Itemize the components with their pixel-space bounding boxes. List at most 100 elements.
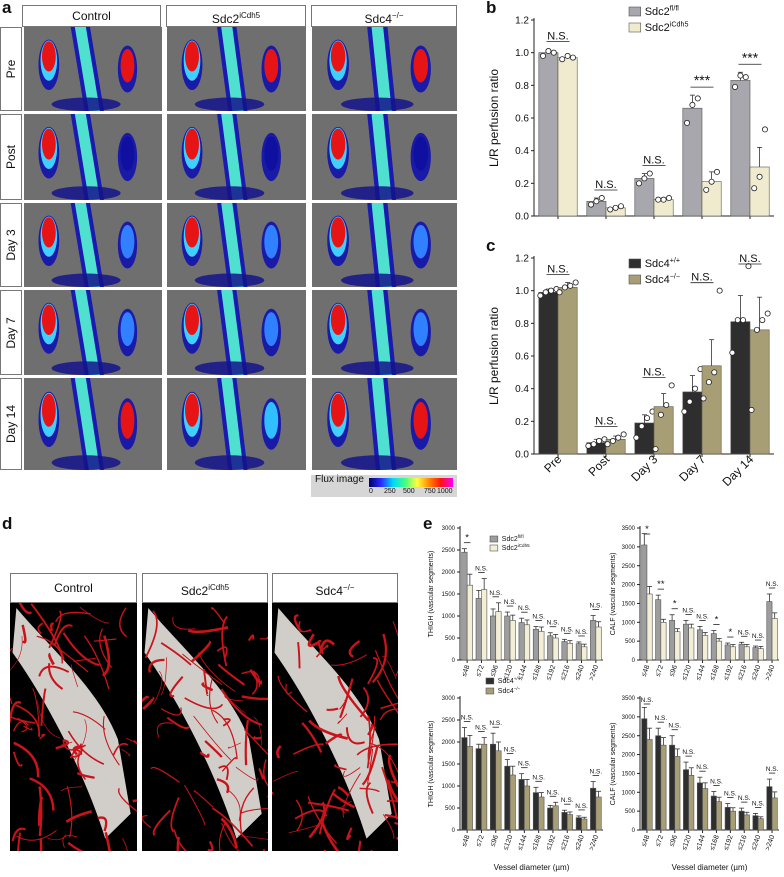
significance-label: N.S. [575, 629, 588, 636]
vessel-branch [79, 606, 109, 624]
bar [738, 643, 745, 661]
vessel-branch [11, 827, 26, 842]
flux-colorbar [369, 478, 453, 487]
legend-label: Sdc2iCdh5 [645, 21, 689, 34]
x-tick-label: >240 [588, 664, 600, 681]
legend-label: Sdc4−/− [498, 686, 521, 695]
bar [575, 643, 582, 661]
legend-label: Sdc4−/− [645, 273, 680, 286]
legend-swatch [489, 544, 499, 552]
vessel-branch [72, 711, 106, 730]
x-tick-label: ≤144 [695, 664, 707, 681]
significance-label: N.S. [595, 179, 616, 191]
bar [646, 593, 653, 661]
vessel-branch [190, 640, 212, 663]
x-tick-label: ≤48 [641, 834, 652, 847]
bar [730, 80, 751, 217]
panel-label-e: e [423, 514, 433, 533]
significance-label: ** [657, 579, 665, 590]
vessel-branch [224, 694, 246, 713]
vessel-branch [374, 650, 398, 700]
data-point [564, 52, 571, 59]
vessel-branch [10, 701, 22, 723]
bar [566, 814, 573, 831]
y-tick-label: 1500 [442, 592, 456, 598]
vessel-branch [346, 827, 353, 841]
vessel-branch [12, 751, 23, 767]
data-point [590, 441, 597, 448]
left-foot-hot [185, 128, 199, 160]
vessel-branch [263, 848, 266, 851]
tail-fill [371, 290, 392, 375]
vessel-branch [67, 730, 105, 765]
x-tick-label: ≤144 [695, 834, 707, 851]
bar [660, 621, 667, 661]
data-point [660, 196, 667, 203]
vessel-branch [241, 671, 261, 688]
left-foot-hot [185, 393, 199, 427]
bar [683, 623, 689, 661]
vessel-branch [216, 646, 228, 658]
significance-label: N.S. [532, 614, 545, 621]
vessel-branch [370, 849, 373, 851]
vessel-branch [132, 739, 137, 745]
vessel-branch [259, 636, 268, 640]
vessel-branch [70, 749, 83, 759]
vessel-branch [392, 621, 398, 677]
vessel-branch [142, 815, 152, 829]
data-point [641, 175, 648, 182]
significance-label: N.S. [489, 720, 502, 727]
legend-swatch [628, 258, 641, 269]
y-tick-label: 1500 [622, 602, 636, 608]
vessel-branch [62, 835, 78, 848]
vessel-branch [276, 745, 282, 759]
d-header-control: Control [10, 573, 137, 603]
legend-label-sup: +/+ [670, 257, 680, 265]
data-point [569, 54, 576, 61]
bar [595, 626, 602, 661]
bar [696, 782, 703, 831]
bar [716, 640, 723, 661]
legend-label-sup: fl/fl [670, 5, 680, 13]
data-point [705, 379, 712, 386]
vessel-branch [193, 715, 232, 761]
perfusion-image-cell [24, 114, 162, 200]
y-tick-label: 1000 [622, 790, 636, 796]
left-foot-hot [41, 393, 56, 427]
vessel-branch [342, 767, 361, 777]
vessel-branch [337, 675, 370, 722]
vessel-branch [366, 715, 371, 769]
significance-label: N.S. [547, 789, 560, 796]
vessel-branch [70, 664, 79, 687]
legend-label-sup: −/− [514, 686, 521, 691]
tail-fill [371, 203, 392, 287]
significance-label: * [673, 599, 677, 610]
bar [724, 644, 731, 661]
vessel-branch [166, 716, 190, 730]
legend-label-sup: fl/fl [518, 534, 524, 539]
bone-shape [144, 607, 262, 839]
bar [509, 620, 516, 661]
vessel-branch [218, 765, 229, 781]
vessel-branch [307, 801, 350, 812]
y-tick-label: 0.2 [515, 417, 529, 428]
vessel-branch [382, 814, 395, 839]
vessel-branch [361, 745, 379, 786]
y-tick-label: 0.8 [515, 81, 529, 92]
bar [475, 598, 482, 661]
bar [641, 544, 648, 661]
x-tick-label: ≤216 [737, 664, 749, 681]
y-tick-label: 1000 [442, 784, 456, 790]
perfusion-image-cell [312, 290, 457, 375]
bar [669, 744, 676, 831]
vessel-branch [122, 837, 128, 851]
x-tick-label: ≤192 [723, 664, 735, 681]
perfusion-image-cell [167, 203, 306, 287]
vessel-branch [326, 707, 339, 711]
legend-label: Sdc2iCdh5 [502, 543, 530, 552]
y-tick-label: 0.4 [515, 146, 529, 157]
vessel-branch [197, 652, 236, 692]
vessel-branch [152, 809, 171, 837]
bar [575, 817, 582, 831]
vessel-branch [66, 786, 73, 838]
